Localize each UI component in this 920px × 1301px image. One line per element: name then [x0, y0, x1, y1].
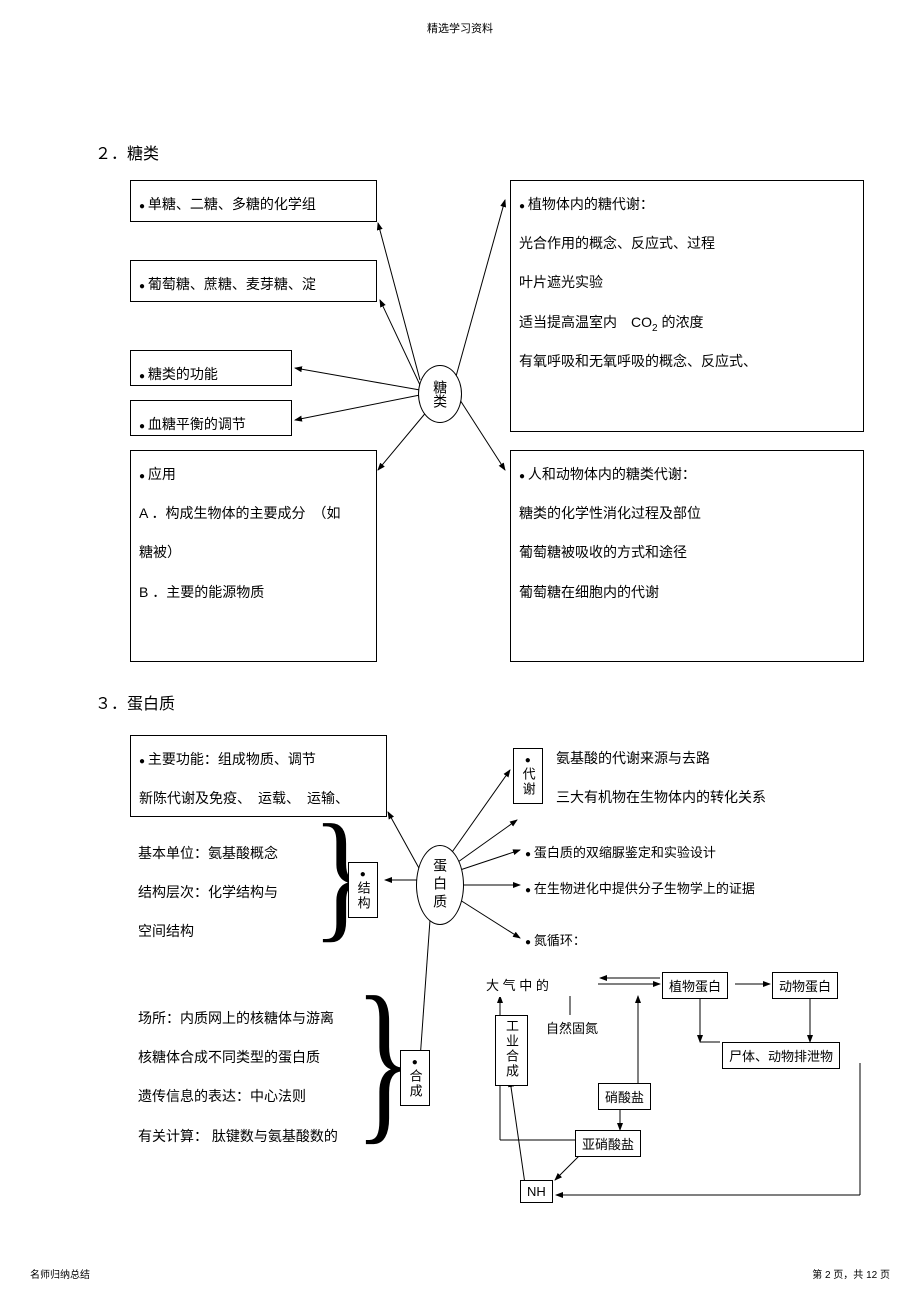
cycle-industrial: 工业合成	[495, 1015, 528, 1086]
t: 遗传信息的表达：中心法则	[138, 1077, 347, 1116]
t: 主要功能：组成物质、调节	[139, 740, 378, 779]
b	[360, 865, 366, 880]
t: 基本单位：氨基酸概念	[138, 834, 307, 873]
section-protein-title: ３．蛋白质	[95, 690, 175, 714]
cycle-corpse: 尸体、动物排泄物	[722, 1042, 840, 1069]
t: 糖类的化学性消化过程及部位	[519, 494, 855, 533]
cycle-atm: 大 气 中 的	[480, 972, 555, 997]
t: 空间结构	[138, 912, 307, 951]
cycle-nitrate: 硝酸盐	[598, 1083, 651, 1110]
page-header: 精选学习资料	[0, 20, 920, 36]
t: 适当提高温室内 CO2 的浓度	[519, 303, 855, 343]
protein-center: 蛋白质	[416, 845, 464, 925]
cycle-plant: 植物蛋白	[662, 972, 728, 999]
protein-left-box3: 场所：内质网上的核糖体与游离 核糖体合成不同类型的蛋白质 遗传信息的表达：中心法…	[130, 995, 355, 1205]
sugar-left-box3: 糖类的功能	[130, 350, 292, 386]
protein-r3: 蛋白质的双缩脲鉴定和实验设计	[525, 842, 716, 861]
t: 糖类的功能	[139, 355, 283, 394]
t: 葡萄糖在细胞内的代谢	[519, 573, 855, 612]
label-metab: 代谢	[513, 748, 543, 804]
protein-center-text: 蛋白质	[431, 858, 449, 912]
t: 应用	[139, 455, 368, 494]
cycle-animal: 动物蛋白	[772, 972, 838, 999]
label-synth: 合成	[400, 1050, 430, 1106]
sugar-left-box5: 应用 A ．构成生物体的主要成分 （如 糖被） B ．主要的能源物质	[130, 450, 377, 662]
t: 代谢	[520, 767, 536, 797]
t: 单糖、二糖、多糖的化学组	[139, 185, 368, 224]
t: 光合作用的概念、反应式、过程	[519, 224, 855, 263]
t: 葡萄糖、蔗糖、麦芽糖、淀	[139, 265, 368, 304]
t: 血糖平衡的调节	[139, 405, 283, 444]
b	[412, 1053, 418, 1068]
sugar-left-box2: 葡萄糖、蔗糖、麦芽糖、淀	[130, 260, 377, 302]
cycle-nh: NH	[520, 1180, 553, 1203]
t: 葡萄糖被吸收的方式和途径	[519, 533, 855, 572]
sugar-center: 糖类	[418, 365, 462, 423]
sugar-left-box4: 血糖平衡的调节	[130, 400, 292, 436]
t: 工业合成	[502, 1019, 521, 1079]
sugar-center-text: 糖类	[431, 380, 449, 408]
sugar-right-box1: 植物体内的糖代谢： 光合作用的概念、反应式、过程 叶片遮光实验 适当提高温室内 …	[510, 180, 864, 432]
t: 叶片遮光实验	[519, 263, 855, 302]
t: 结构层次：化学结构与	[138, 873, 307, 912]
t: A ．构成生物体的主要成分 （如	[139, 494, 368, 533]
t: 核糖体合成不同类型的蛋白质	[138, 1038, 347, 1077]
s: 适当提高温室内	[519, 314, 631, 330]
t: 三大有机物在生物体内的转化关系	[556, 778, 855, 817]
b	[525, 751, 531, 766]
t: 合成	[407, 1069, 423, 1099]
footer-left: 名师归纳总结	[30, 1266, 90, 1281]
t: 场所：内质网上的核糖体与游离	[138, 999, 347, 1038]
t: 人和动物体内的糖类代谢：	[519, 455, 855, 494]
cycle-nitrite: 亚硝酸盐	[575, 1130, 641, 1157]
section-sugar-title: ２．糖类	[95, 140, 159, 164]
s: 的浓度	[658, 314, 704, 330]
protein-left-box2: 基本单位：氨基酸概念 结构层次：化学结构与 空间结构	[130, 830, 315, 970]
t: 植物体内的糖代谢：	[519, 185, 855, 224]
t: 糖被）	[139, 533, 368, 572]
protein-r5: 氮循环：	[525, 930, 586, 949]
t: 结构	[355, 881, 371, 911]
t: 氨基酸的代谢来源与去路	[556, 739, 855, 778]
sugar-left-box1: 单糖、二糖、多糖的化学组	[130, 180, 377, 222]
s: CO	[631, 314, 652, 330]
t: 有关计算： 肽键数与氨基酸数的	[138, 1117, 347, 1156]
t: B ．主要的能源物质	[139, 573, 368, 612]
protein-right-box: 氨基酸的代谢来源与去路 三大有机物在生物体内的转化关系	[548, 735, 863, 825]
footer-right: 第 2 页，共 12 页	[812, 1266, 890, 1281]
cycle-natural: 自然固氮	[540, 1015, 604, 1040]
sugar-right-box2: 人和动物体内的糖类代谢： 糖类的化学性消化过程及部位 葡萄糖被吸收的方式和途径 …	[510, 450, 864, 662]
protein-r4: 在生物进化中提供分子生物学上的证据	[525, 878, 755, 897]
t: 有氧呼吸和无氧呼吸的概念、反应式、	[519, 342, 855, 381]
label-struct: 结构	[348, 862, 378, 918]
